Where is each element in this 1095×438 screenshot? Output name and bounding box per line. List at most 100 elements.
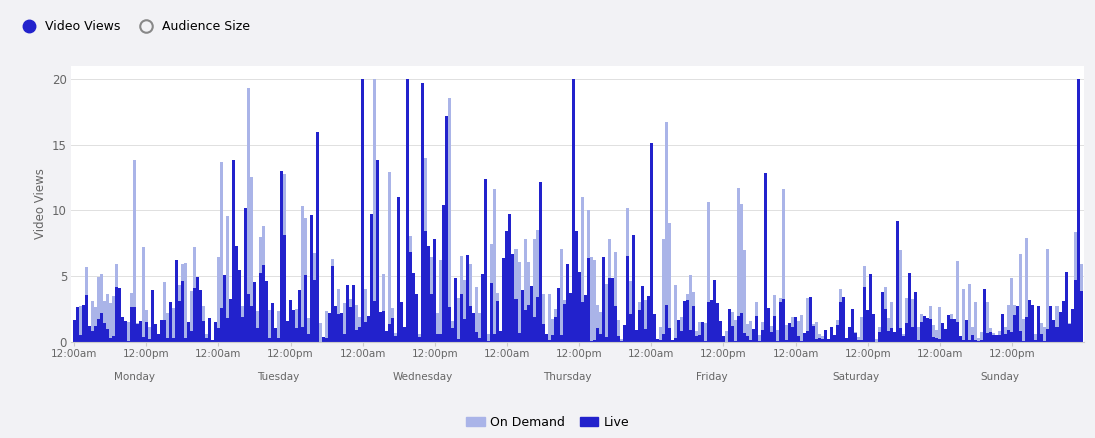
Bar — [746, 324, 749, 342]
Bar — [112, 296, 115, 342]
Bar — [776, 341, 779, 342]
Bar — [601, 331, 604, 342]
Bar — [112, 336, 115, 342]
Bar — [737, 188, 740, 342]
Bar — [902, 335, 906, 342]
Bar — [163, 320, 165, 342]
Bar — [812, 326, 815, 342]
Bar — [894, 332, 896, 342]
Bar — [1002, 323, 1004, 342]
Bar — [935, 329, 938, 342]
Bar — [942, 323, 944, 342]
Bar — [659, 327, 661, 342]
Bar — [201, 321, 205, 342]
Bar — [1019, 254, 1023, 342]
Bar — [355, 330, 358, 342]
Bar — [671, 340, 673, 342]
Bar — [944, 336, 947, 342]
Bar — [181, 281, 184, 342]
Bar — [1023, 319, 1025, 342]
Bar — [851, 310, 854, 342]
Bar — [839, 302, 842, 342]
Bar — [491, 283, 494, 342]
Bar — [367, 315, 370, 342]
Bar — [413, 273, 415, 342]
Bar — [978, 338, 980, 342]
Text: Monday: Monday — [114, 372, 154, 382]
Bar — [685, 293, 689, 342]
Bar — [968, 340, 971, 342]
Bar — [800, 340, 803, 342]
Bar — [1028, 313, 1031, 342]
Bar — [788, 332, 791, 342]
Bar — [319, 323, 322, 342]
Bar — [172, 338, 175, 342]
Bar — [1068, 323, 1071, 342]
Bar — [511, 254, 515, 342]
Bar — [377, 160, 379, 342]
Bar — [103, 323, 106, 342]
Bar — [260, 273, 262, 342]
Bar — [361, 187, 365, 342]
Bar — [145, 310, 148, 342]
Bar — [782, 189, 785, 342]
Bar — [779, 302, 782, 342]
Bar — [439, 334, 442, 342]
Bar — [825, 330, 827, 342]
Bar — [797, 336, 800, 342]
Bar — [902, 336, 906, 342]
Bar — [88, 326, 91, 342]
Bar — [587, 210, 589, 342]
Bar — [604, 284, 608, 342]
Bar — [331, 266, 334, 342]
Bar — [175, 296, 177, 342]
Bar — [837, 321, 839, 342]
Bar — [641, 308, 644, 342]
Bar — [484, 179, 487, 342]
Bar — [343, 303, 346, 342]
Bar — [214, 321, 217, 342]
Bar — [815, 321, 818, 342]
Bar — [1061, 324, 1064, 342]
Bar — [289, 339, 292, 342]
Bar — [434, 239, 436, 342]
Bar — [272, 336, 274, 342]
Bar — [668, 223, 671, 342]
Bar — [446, 116, 448, 342]
Bar — [779, 298, 782, 342]
Bar — [616, 336, 620, 342]
Bar — [542, 294, 544, 342]
Bar — [930, 307, 932, 342]
Bar — [806, 331, 809, 342]
Bar — [894, 340, 896, 342]
Bar — [304, 275, 307, 342]
Bar — [1047, 249, 1049, 342]
Bar — [611, 334, 613, 342]
Bar — [839, 289, 842, 342]
Bar — [785, 340, 788, 342]
Bar — [403, 332, 406, 342]
Bar — [463, 280, 466, 342]
Bar — [132, 307, 136, 342]
Bar — [292, 310, 295, 342]
Bar — [325, 339, 328, 342]
Bar — [494, 189, 496, 342]
Bar — [298, 290, 301, 342]
Bar — [448, 307, 451, 342]
Bar — [1031, 330, 1035, 342]
Bar — [385, 331, 389, 342]
Bar — [920, 314, 923, 342]
Bar — [247, 88, 250, 342]
Bar — [698, 321, 701, 342]
Bar — [301, 206, 304, 342]
Bar — [845, 338, 849, 342]
Bar — [632, 264, 635, 342]
Bar — [863, 266, 866, 342]
Bar — [100, 274, 103, 342]
Bar — [803, 333, 806, 342]
Bar — [518, 333, 520, 342]
Bar — [325, 311, 328, 342]
Bar — [1025, 317, 1028, 342]
Bar — [992, 335, 995, 342]
Bar — [358, 327, 361, 342]
